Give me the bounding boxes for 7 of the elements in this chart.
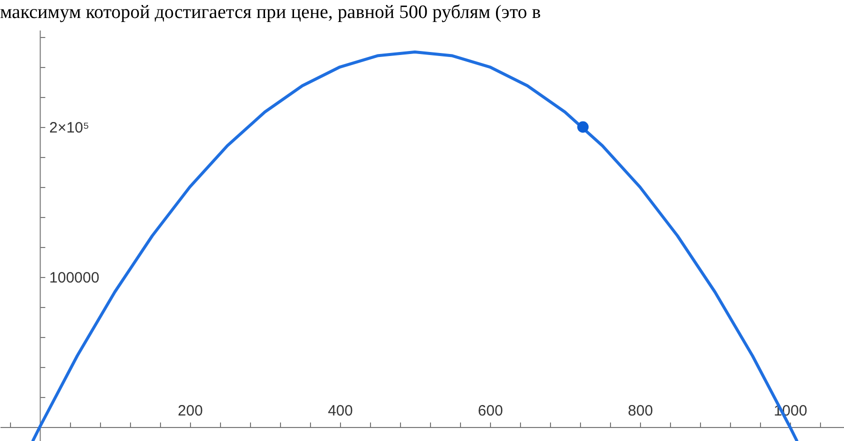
x-tick-label: 400 (328, 402, 353, 420)
x-tick-label: 600 (478, 402, 503, 420)
x-tick-label: 800 (628, 402, 653, 420)
x-tick-label: 200 (178, 402, 203, 420)
y-tick-label: 2×10⁵ (49, 120, 90, 136)
text: максимум которой достигается при цене, равной 500 рублям (это в (0, 2, 541, 23)
y-tick-label: 100000 (49, 270, 100, 286)
